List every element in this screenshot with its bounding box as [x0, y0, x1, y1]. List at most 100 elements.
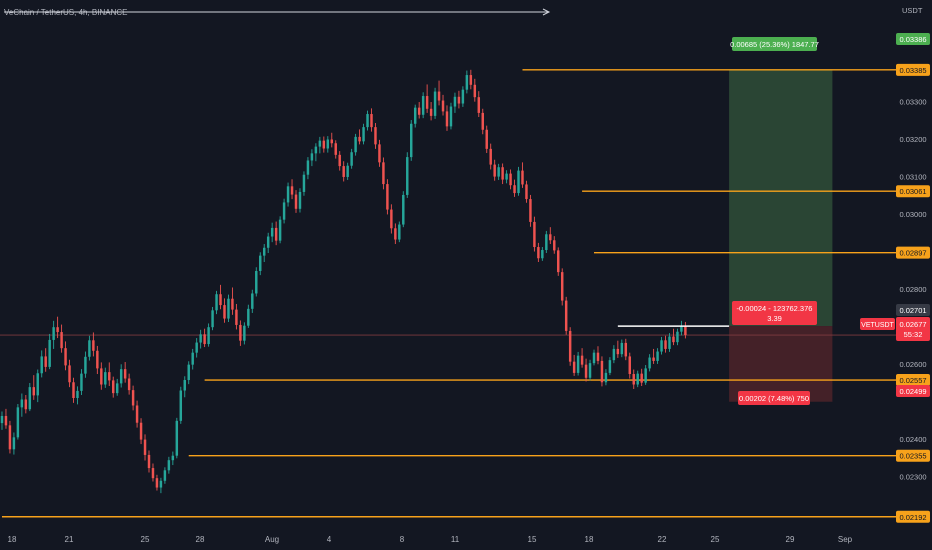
candle-body: [390, 209, 393, 229]
candle-body: [350, 152, 353, 166]
candle-body: [203, 334, 206, 345]
level-badge: [896, 449, 930, 462]
target-info-label: 0.00685 (25.36%) 1847.77: [730, 37, 819, 51]
candle-body: [449, 106, 453, 127]
candle-body: [425, 96, 429, 109]
candle-body: [36, 373, 39, 396]
candle-body: [32, 387, 36, 396]
current-badge-countdown: 55:32: [904, 330, 923, 339]
candle-body: [370, 114, 373, 128]
candle-body: [92, 340, 95, 351]
level-badge-label: 0.02192: [899, 513, 926, 522]
support-resistance-lines: 0.03385 0.03061 0.02897 0.02557 0.02355 0.021…: [1, 63, 930, 523]
candle-body: [636, 373, 639, 385]
candle-body: [104, 372, 107, 385]
x-tick-label: 15: [528, 535, 537, 544]
candle-body: [278, 219, 282, 241]
candle-body: [521, 170, 524, 185]
candle-body: [553, 240, 556, 251]
candle-body: [398, 224, 401, 240]
candle-body: [139, 422, 143, 440]
price-axis[interactable]: 0.02300 0.02400 0.02600 0.02800 0.03000 0.031…: [899, 98, 926, 482]
candle-body: [16, 407, 20, 438]
candle-body: [302, 174, 306, 192]
candle-body: [481, 112, 484, 130]
level-badge: [896, 185, 930, 198]
candle-body: [537, 247, 540, 259]
candle-body: [68, 365, 71, 383]
candle-body: [497, 167, 500, 177]
candle-body: [676, 331, 679, 343]
target-badge-box: [896, 33, 930, 45]
candle-body: [44, 356, 47, 367]
x-tick-label: 25: [711, 535, 720, 544]
candle-body: [378, 144, 381, 163]
candle-body: [608, 360, 612, 373]
target-price-badge: 0.03386: [896, 33, 930, 45]
stop-info-text: 0.00202 (7.48%) 750: [739, 394, 809, 403]
candle-body: [564, 300, 568, 331]
stop-zone: [729, 326, 833, 402]
candle-body: [477, 97, 481, 113]
current-badge-box: [896, 317, 930, 341]
candle-body: [501, 167, 504, 180]
candle-body: [330, 139, 334, 144]
candle-body: [112, 380, 115, 394]
candle-body: [616, 348, 620, 355]
candle-body: [215, 294, 218, 311]
candle-body: [346, 165, 349, 177]
candle-body: [557, 250, 560, 273]
candle-body: [239, 324, 242, 341]
level-badge-label: 0.02897: [899, 249, 926, 258]
level-badge-label: 0.02355: [899, 452, 926, 461]
candle-body: [243, 325, 246, 341]
candle-body: [493, 164, 496, 177]
candle-body: [660, 340, 663, 352]
candle-body: [338, 154, 341, 167]
entry-price-badge: 0.02701: [896, 304, 930, 316]
candle-body: [247, 308, 250, 326]
candle-body: [262, 247, 266, 256]
candle-body: [151, 468, 155, 479]
candle-body: [48, 339, 51, 367]
candle-body: [56, 327, 59, 333]
candle-body: [159, 480, 163, 488]
candle-body: [489, 148, 492, 165]
candle-body: [318, 140, 322, 147]
candle-body: [429, 108, 433, 116]
candle-body: [445, 111, 449, 127]
candle-body: [342, 166, 345, 177]
candle-body: [402, 194, 405, 225]
candle-body: [274, 227, 278, 241]
candle-body: [306, 160, 310, 175]
pnl-info-label: -0.00024 - 123762.376 3.39: [732, 301, 817, 325]
candle-body: [123, 369, 127, 379]
level-badge-label: 0.03385: [899, 66, 926, 75]
entry-badge-text: 0.02701: [899, 306, 926, 315]
candle-body: [171, 455, 175, 461]
candle-body: [52, 327, 55, 340]
candle-body: [592, 352, 596, 364]
time-axis[interactable]: 18 21 25 28 Aug 4 8 11 15 18 22 25 29 Sep: [8, 535, 853, 544]
candle-body: [72, 382, 75, 398]
candle-body: [155, 478, 159, 488]
candle-body: [465, 75, 469, 90]
candle-body: [199, 334, 202, 343]
candle-body: [441, 100, 445, 112]
candle-body: [632, 374, 635, 385]
candle-body: [505, 173, 508, 180]
y-tick-label: 0.02300: [899, 472, 926, 481]
y-tick-label: 0.03100: [899, 173, 926, 182]
candle-body: [410, 123, 413, 158]
candle-body: [640, 373, 643, 383]
y-tick-label: 0.02800: [899, 285, 926, 294]
pnl-info-line1: -0.00024 - 123762.376: [737, 304, 813, 313]
candle-body: [135, 405, 139, 423]
candle-body: [366, 114, 369, 128]
candle-body: [119, 369, 123, 384]
candle-body: [517, 170, 520, 194]
candle-body: [127, 378, 131, 391]
candle-body: [270, 227, 274, 237]
level-badge: [896, 374, 930, 387]
